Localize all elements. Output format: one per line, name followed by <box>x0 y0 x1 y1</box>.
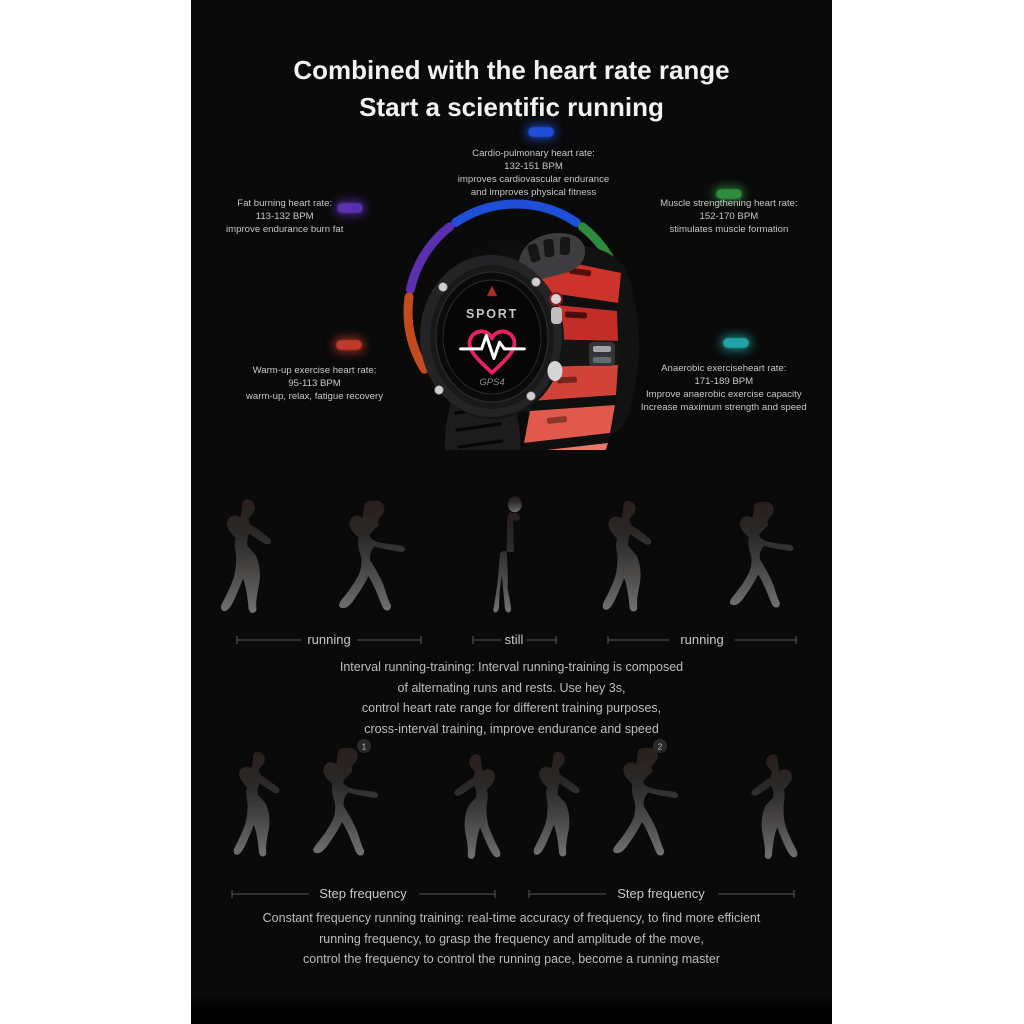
svg-text:Step frequency: Step frequency <box>617 886 705 901</box>
svg-text:2: 2 <box>658 742 663 751</box>
svg-text:SPORT: SPORT <box>466 307 518 321</box>
svg-text:1: 1 <box>362 742 367 751</box>
svg-text:GPS4: GPS4 <box>479 377 504 388</box>
svg-text:running: running <box>307 632 350 647</box>
svg-text:still: still <box>505 632 524 647</box>
svg-text:running: running <box>680 632 723 647</box>
svg-text:Step frequency: Step frequency <box>319 886 407 901</box>
